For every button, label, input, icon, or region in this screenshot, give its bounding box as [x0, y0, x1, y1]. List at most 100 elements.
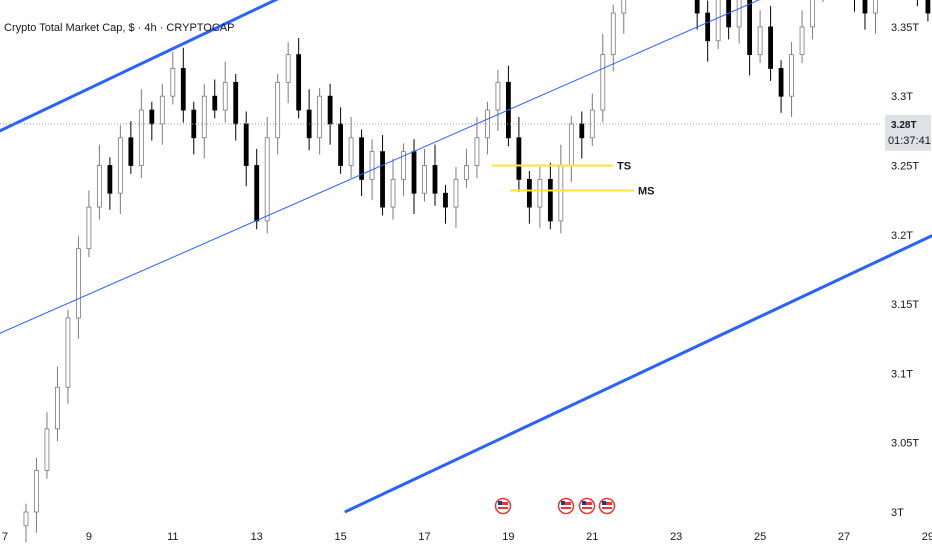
candle-body [159, 95, 165, 125]
candle-body [128, 137, 134, 166]
candle-body [579, 123, 585, 139]
candle-body [285, 54, 291, 83]
candle-countdown: 01:37:41 [888, 135, 931, 147]
candle-body [537, 178, 543, 208]
candle-body [401, 151, 406, 180]
economic-events [494, 497, 616, 515]
time-tick-label: 11 [167, 531, 178, 543]
candle-body [338, 123, 344, 166]
candle-body [222, 81, 228, 111]
candle-body [243, 123, 249, 166]
candle-body [348, 137, 354, 166]
time-tick-label: 13 [251, 531, 263, 543]
candlestick-series [23, 0, 931, 543]
candle-body [264, 137, 270, 222]
price-tick-label: 3.3T [891, 91, 913, 103]
candle-body [778, 68, 784, 97]
candle-body [705, 12, 711, 42]
price-axis[interactable]: 3T3.05T3.1T3.15T3.2T3.25T3.3T3.35T3.4T3.… [891, 0, 919, 519]
candle-body [474, 137, 480, 166]
time-tick-label: 7 [2, 531, 8, 543]
price-tick-label: 3.25T [891, 161, 919, 173]
candle-body [799, 26, 805, 56]
candle-body [526, 178, 532, 208]
us-flag-icon[interactable] [598, 497, 616, 515]
price-tick-label: 3T [891, 507, 904, 519]
current-price-badge: 3.28T 01:37:41 [885, 114, 931, 151]
time-tick-label: 29 [922, 531, 932, 543]
candle-body [925, 0, 931, 14]
candle-body [212, 95, 218, 111]
candle-body [380, 151, 385, 208]
candle-body [547, 178, 553, 222]
candle-body [453, 178, 459, 208]
price-tick-label: 3.1T [891, 368, 913, 380]
candle-body [359, 137, 364, 180]
channel-upper-line[interactable] [0, 0, 932, 168]
candle-body [694, 0, 700, 14]
current-price-value: 3.28T [891, 120, 917, 131]
price-tick-label: 3.05T [891, 438, 919, 450]
candle-body [621, 0, 627, 14]
candle-body [422, 165, 427, 194]
candle-body [600, 54, 606, 111]
candle-body [568, 123, 574, 166]
candle-body [736, 0, 742, 28]
candle-body [138, 109, 144, 166]
candle-body [86, 206, 92, 250]
candle-body [789, 54, 794, 97]
candle-body [275, 81, 281, 139]
candle-body [327, 95, 333, 125]
time-tick-label: 23 [670, 531, 682, 543]
candle-body [65, 317, 71, 388]
ms-label: MS [638, 185, 655, 197]
time-tick-label: 15 [334, 531, 346, 543]
candle-body [76, 248, 81, 319]
candle-body [23, 511, 29, 527]
annotation-ms[interactable]: MS [510, 185, 655, 197]
candle-body [180, 68, 186, 111]
time-tick-label: 25 [754, 531, 766, 543]
candle-body [768, 26, 773, 69]
candle-body [317, 95, 323, 139]
candle-body [170, 68, 176, 97]
time-tick-label: 21 [586, 531, 598, 543]
channel-lower-line[interactable] [344, 0, 932, 514]
candle-body [443, 192, 448, 208]
annotation-ts[interactable]: TS [492, 161, 631, 173]
time-tick-label: 9 [86, 531, 92, 543]
candle-body [495, 81, 501, 111]
candle-body [432, 165, 438, 194]
candle-body [296, 54, 302, 111]
candle-body [149, 109, 155, 125]
us-flag-icon[interactable] [494, 497, 512, 515]
candle-body [810, 0, 815, 28]
price-tick-label: 3.2T [891, 230, 913, 242]
price-tick-label: 3.15T [891, 299, 919, 311]
candle-body [411, 151, 417, 194]
candle-body [201, 95, 207, 139]
time-tick-label: 19 [502, 531, 514, 543]
candle-body [873, 0, 878, 14]
time-tick-label: 27 [838, 531, 850, 543]
price-badge-background [885, 114, 931, 151]
candle-body [233, 81, 239, 125]
us-flag-icon[interactable] [557, 497, 575, 515]
candle-body [254, 165, 260, 222]
candle-body [610, 12, 616, 56]
time-axis[interactable]: 7911131517192123252729Jun357911131517 [2, 531, 932, 543]
candle-body [55, 386, 60, 430]
candle-body [34, 470, 39, 513]
us-flag-icon[interactable] [578, 497, 596, 515]
time-tick-label: 17 [418, 531, 430, 543]
candle-body [107, 165, 113, 194]
channel-mid-line[interactable] [0, 0, 932, 368]
candle-body [589, 109, 595, 139]
candle-body [117, 137, 123, 194]
candle-body [369, 151, 375, 180]
candle-body [558, 165, 564, 222]
chart-title: Crypto Total Market Cap, $ · 4h · CRYPTO… [4, 22, 235, 34]
candle-body [862, 0, 868, 14]
candle-body [715, 0, 721, 42]
